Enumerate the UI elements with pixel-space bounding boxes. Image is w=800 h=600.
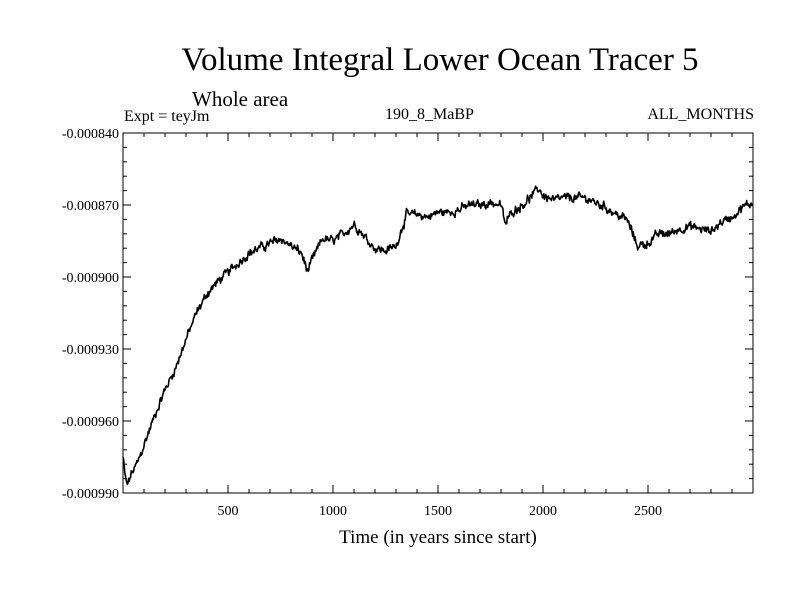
x-axis: 500 1000 1500 2000 2500 — [143, 133, 733, 519]
period-label: 190_8_MaBP — [385, 106, 474, 123]
y-tick-label: -0.000990 — [62, 487, 119, 502]
y-tick-label: -0.000900 — [62, 271, 119, 286]
plot-frame — [122, 132, 754, 494]
x-tick-label: 2500 — [634, 504, 662, 519]
x-tick-label: 2000 — [529, 504, 557, 519]
x-tick-label: 500 — [218, 504, 239, 519]
x-tick-label: 1000 — [319, 504, 347, 519]
x-tick-label: 1500 — [424, 504, 452, 519]
y-tick-label: -0.000840 — [62, 127, 119, 142]
series-line — [122, 185, 754, 486]
y-tick-label: -0.000870 — [62, 199, 119, 214]
chart-subtitle: Whole area — [192, 87, 289, 111]
y-tick-label: -0.000960 — [62, 415, 119, 430]
months-label: ALL_MONTHS — [647, 106, 754, 123]
y-tick-label: -0.000930 — [62, 343, 119, 358]
chart-title: Volume Integral Lower Ocean Tracer 5 — [181, 42, 699, 78]
experiment-label: Expt = teyJm — [124, 108, 210, 125]
y-axis: -0.000840 -0.000870 -0.000900 -0.000930 -0.0… — [62, 127, 753, 502]
x-axis-label: Time (in years since start) — [339, 527, 537, 548]
